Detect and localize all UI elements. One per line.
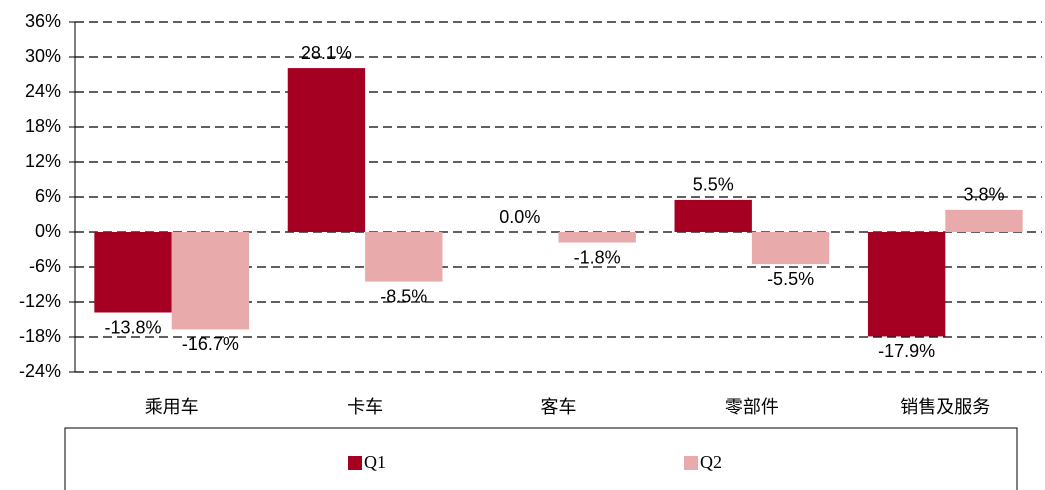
legend-swatch: [348, 456, 362, 470]
bar: [558, 232, 636, 243]
value-label: 3.8%: [963, 185, 1004, 205]
bar: [287, 68, 366, 232]
y-tick-label: -12%: [19, 291, 61, 311]
value-label: -13.8%: [104, 317, 161, 337]
y-tick-label: -24%: [19, 361, 61, 381]
legend-box: [64, 427, 1018, 490]
x-tick-label: 零部件: [725, 397, 779, 418]
y-tick-label: 36%: [25, 11, 61, 31]
legend-swatch: [684, 456, 698, 470]
bar: [751, 232, 830, 265]
value-label: -16.7%: [182, 334, 239, 354]
value-label: -8.5%: [380, 286, 427, 306]
y-tick-label: 0%: [35, 221, 61, 241]
value-label: 5.5%: [693, 175, 734, 195]
bar: [945, 209, 1023, 232]
x-tick-label: 卡车: [347, 397, 383, 418]
bar: [94, 232, 172, 313]
legend-label: Q1: [364, 452, 386, 472]
x-tick-label: 乘用车: [145, 397, 199, 418]
bar: [867, 232, 946, 337]
value-label: -1.8%: [574, 247, 621, 267]
y-tick-label: 12%: [25, 151, 61, 171]
y-tick-label: -18%: [19, 326, 61, 346]
bar: [674, 199, 752, 232]
y-tick-label: 30%: [25, 46, 61, 66]
value-label: -5.5%: [767, 269, 814, 289]
y-tick-label: 18%: [25, 116, 61, 136]
bar: [365, 232, 443, 282]
y-tick-label: 24%: [25, 81, 61, 101]
value-label: -17.9%: [878, 341, 935, 361]
y-tick-label: 6%: [35, 186, 61, 206]
value-label: 28.1%: [301, 43, 352, 63]
legend-label: Q2: [700, 452, 722, 472]
x-tick-label: 销售及服务: [900, 397, 990, 418]
value-label: 0.0%: [499, 207, 540, 227]
bar: [171, 232, 250, 330]
y-tick-label: -6%: [29, 256, 61, 276]
x-tick-label: 客车: [541, 397, 577, 418]
